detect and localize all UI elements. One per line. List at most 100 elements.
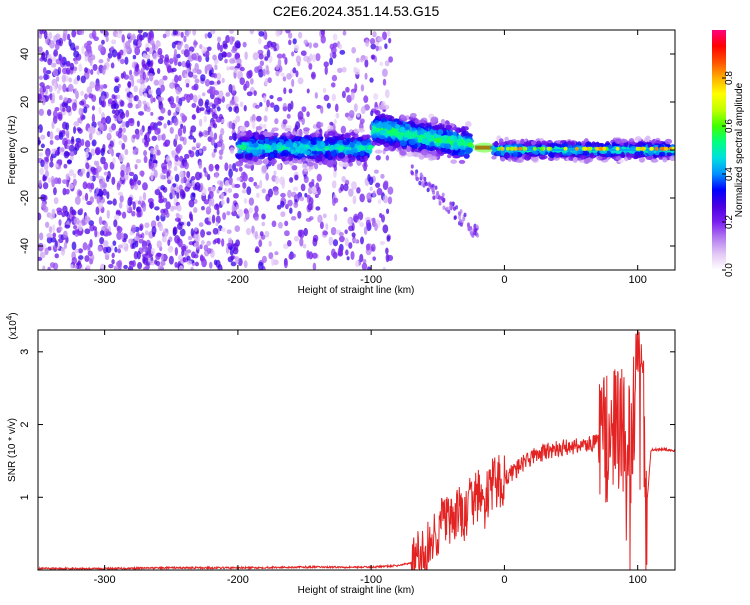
noise-cell xyxy=(174,154,180,162)
noise-cell xyxy=(239,66,245,72)
noise-cell xyxy=(273,170,277,176)
band-cell xyxy=(463,153,470,159)
noise-cell xyxy=(332,33,338,41)
band-cell xyxy=(280,136,285,141)
noise-cell xyxy=(83,42,88,49)
band-cell xyxy=(465,121,472,128)
band-cell xyxy=(503,152,510,159)
noise-cell xyxy=(70,264,74,269)
noise-cell xyxy=(194,78,200,84)
noise-cell xyxy=(191,85,197,91)
noise-cell xyxy=(45,85,50,90)
band-cell xyxy=(396,121,404,126)
noise-cell xyxy=(211,151,216,158)
noise-cell xyxy=(174,173,180,183)
noise-cell xyxy=(354,83,358,92)
noise-cell xyxy=(371,55,375,60)
noise-cell xyxy=(196,105,200,114)
noise-cell xyxy=(149,39,155,46)
noise-cell xyxy=(135,159,142,164)
noise-cell xyxy=(208,80,215,85)
noise-cell xyxy=(184,153,190,159)
tail-cell xyxy=(475,224,479,229)
noise-cell xyxy=(255,246,260,253)
tail-cell xyxy=(441,196,445,202)
snr-x-tick-label: -300 xyxy=(94,574,116,586)
band-cell xyxy=(614,138,622,145)
noise-cell xyxy=(370,43,377,50)
noise-cell xyxy=(263,44,270,50)
noise-cell xyxy=(153,79,160,86)
band-cell xyxy=(357,128,365,133)
noise-cell xyxy=(254,205,259,214)
noise-cell xyxy=(99,230,105,236)
noise-cell xyxy=(192,94,198,103)
noise-cell xyxy=(145,264,150,270)
noise-cell xyxy=(52,109,58,119)
band-highlight xyxy=(654,146,659,151)
band-cell xyxy=(417,129,422,136)
noise-cell xyxy=(259,231,264,237)
noise-cell xyxy=(261,213,266,220)
noise-cell xyxy=(89,239,93,248)
noise-cell xyxy=(82,242,88,251)
noise-cell xyxy=(136,250,141,260)
noise-cell xyxy=(38,139,42,145)
noise-cell xyxy=(365,219,371,228)
noise-cell xyxy=(215,164,220,172)
band-cell xyxy=(240,132,247,136)
noise-cell xyxy=(237,70,243,80)
noise-cell xyxy=(103,240,109,248)
noise-cell xyxy=(243,198,248,204)
noise-cell xyxy=(43,30,48,40)
noise-cell xyxy=(124,148,129,156)
noise-cell xyxy=(143,150,147,157)
noise-cell xyxy=(87,56,92,64)
noise-cell xyxy=(291,78,295,88)
noise-cell xyxy=(350,91,355,101)
noise-cell xyxy=(240,171,247,178)
noise-cell xyxy=(146,58,151,66)
noise-cell xyxy=(52,232,57,239)
band-cell xyxy=(255,125,262,131)
band-cell xyxy=(594,143,600,148)
band-cell xyxy=(650,158,659,163)
band-highlight xyxy=(510,146,515,151)
noise-cell xyxy=(53,82,58,92)
noise-cell xyxy=(84,93,88,100)
noise-cell xyxy=(89,258,94,265)
noise-cell xyxy=(113,103,119,110)
band-cell xyxy=(318,161,323,166)
noise-cell xyxy=(126,166,131,173)
noise-cell xyxy=(227,187,233,193)
noise-cell xyxy=(216,141,223,148)
noise-cell xyxy=(111,123,117,131)
tail-cell xyxy=(421,180,425,185)
band-cell xyxy=(524,154,531,161)
band-cell xyxy=(645,135,651,142)
tail-cell xyxy=(441,192,445,197)
noise-cell xyxy=(94,82,101,91)
band-cell xyxy=(615,156,622,161)
noise-cell xyxy=(348,225,354,232)
noise-cell xyxy=(387,254,394,261)
band-cell xyxy=(424,134,431,139)
noise-cell xyxy=(202,145,207,152)
noise-cell xyxy=(101,66,106,75)
noise-cell xyxy=(251,120,256,129)
noise-cell xyxy=(221,238,225,247)
band-cell xyxy=(432,125,439,131)
noise-cell xyxy=(379,241,386,246)
tail-cell xyxy=(459,222,463,227)
noise-cell xyxy=(176,42,182,51)
noise-cell xyxy=(129,93,134,99)
noise-cell xyxy=(185,83,190,88)
noise-cell xyxy=(100,84,104,90)
noise-cell xyxy=(214,238,220,244)
noise-cell xyxy=(283,259,288,269)
noise-cell xyxy=(54,253,59,259)
noise-cell xyxy=(195,142,202,147)
band-cell xyxy=(452,149,461,154)
band-cell xyxy=(439,123,445,130)
noise-cell xyxy=(192,30,197,36)
